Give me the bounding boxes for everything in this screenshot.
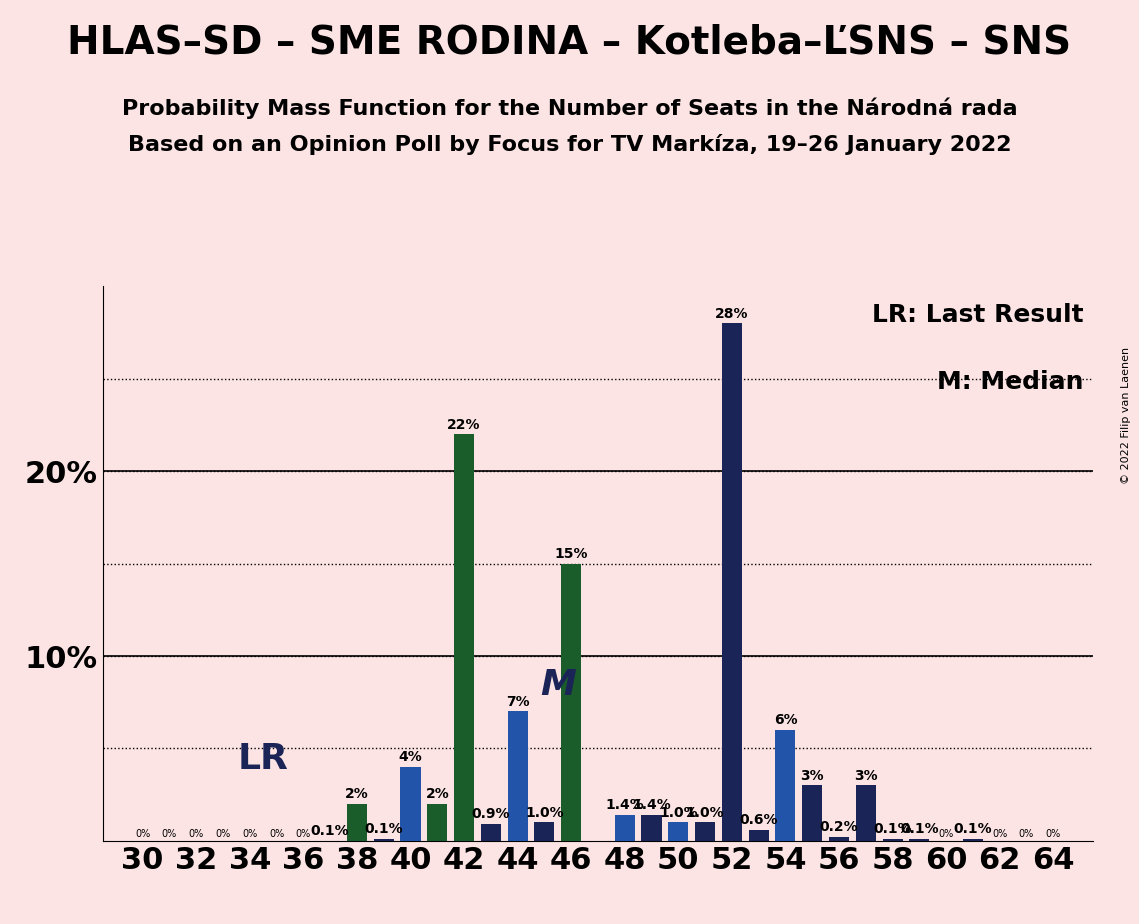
Bar [722,323,741,841]
Bar [481,824,501,841]
Text: 28%: 28% [715,307,748,321]
Text: 0.2%: 0.2% [820,821,859,834]
Bar [695,822,715,841]
Text: 0%: 0% [243,829,257,839]
Text: 3%: 3% [801,769,823,783]
Text: 0.1%: 0.1% [900,822,939,836]
Text: Probability Mass Function for the Number of Seats in the Národná rada: Probability Mass Function for the Number… [122,97,1017,118]
Bar [534,822,555,841]
Text: 1.0%: 1.0% [659,806,697,820]
Text: 7%: 7% [506,695,530,709]
Text: 22%: 22% [448,418,481,432]
Bar [347,804,367,841]
Text: 2%: 2% [425,787,449,801]
Text: 0.1%: 0.1% [874,822,912,836]
Bar [829,837,849,841]
Text: M: Median: M: Median [937,370,1083,394]
Bar [962,839,983,841]
Text: 15%: 15% [555,547,588,561]
Bar [401,767,420,841]
Bar [883,839,902,841]
Text: 1.0%: 1.0% [686,806,724,820]
Text: 1.4%: 1.4% [606,798,645,812]
Bar [374,839,394,841]
Text: LR: LR [238,742,288,776]
Text: 0.9%: 0.9% [472,808,510,821]
Text: 1.0%: 1.0% [525,806,564,820]
Text: HLAS–SD – SME RODINA – Kotleba–ĽSNS – SNS: HLAS–SD – SME RODINA – Kotleba–ĽSNS – SN… [67,23,1072,61]
Text: 0%: 0% [162,829,177,839]
Text: 0.6%: 0.6% [739,813,778,827]
Text: 0%: 0% [215,829,231,839]
Bar [909,839,929,841]
Text: 0%: 0% [296,829,311,839]
Bar [427,804,448,841]
Text: 2%: 2% [345,787,369,801]
Bar [776,730,795,841]
Bar [669,822,688,841]
Text: 0%: 0% [1046,829,1060,839]
Bar [641,815,662,841]
Bar [855,785,876,841]
Text: 0%: 0% [136,829,150,839]
Bar [508,711,527,841]
Text: 4%: 4% [399,750,423,764]
Text: © 2022 Filip van Laenen: © 2022 Filip van Laenen [1121,347,1131,484]
Text: 0%: 0% [992,829,1007,839]
Text: 1.4%: 1.4% [632,798,671,812]
Text: 0%: 0% [1019,829,1034,839]
Text: 6%: 6% [773,713,797,727]
Text: 0%: 0% [189,829,204,839]
Text: LR: Last Result: LR: Last Result [872,303,1083,327]
Bar [454,434,474,841]
Bar [562,564,581,841]
Bar [802,785,822,841]
Text: 0%: 0% [939,829,953,839]
Text: Based on an Opinion Poll by Focus for TV Markíza, 19–26 January 2022: Based on an Opinion Poll by Focus for TV… [128,134,1011,155]
Text: 0.1%: 0.1% [311,824,350,838]
Bar [615,815,634,841]
Text: 0%: 0% [269,829,285,839]
Text: 3%: 3% [854,769,878,783]
Text: 0.1%: 0.1% [364,822,403,836]
Bar [748,830,769,841]
Text: 0.1%: 0.1% [953,822,992,836]
Text: M: M [540,668,576,702]
